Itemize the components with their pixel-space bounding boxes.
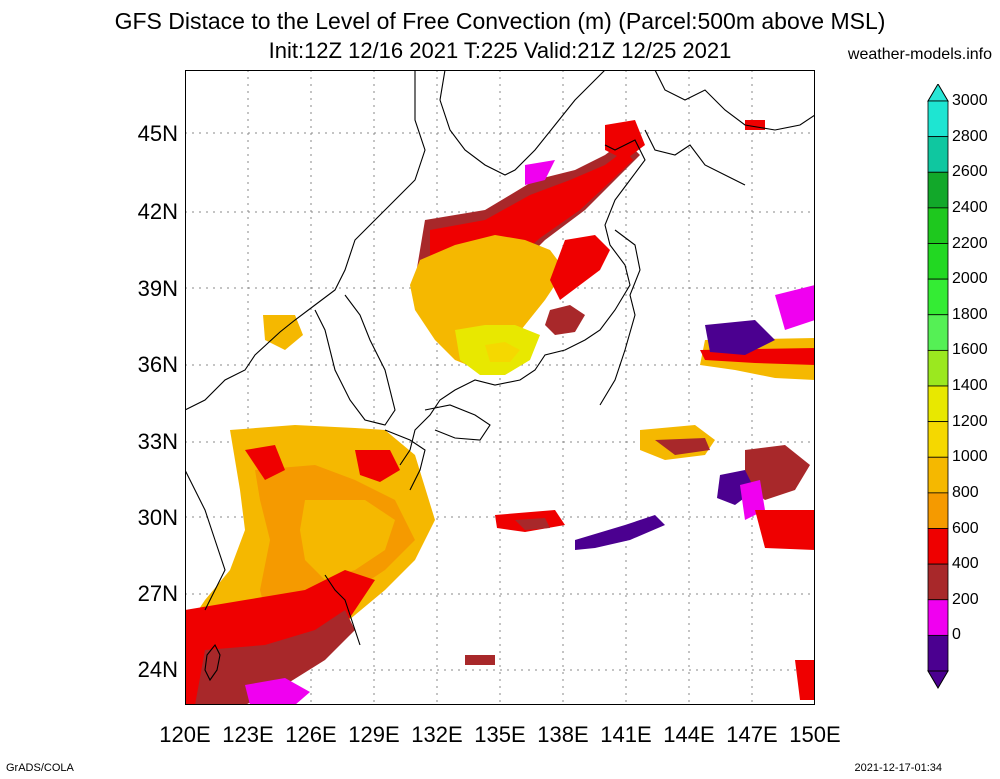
lon-label-123e: 123E <box>222 722 274 747</box>
colorbar-cell <box>927 599 949 636</box>
site-credit: weather-models.info <box>847 46 992 63</box>
colorbar-cell <box>927 243 949 280</box>
colorbar-label: 2200 <box>952 234 988 252</box>
colorbar-cell <box>927 528 949 565</box>
colorbar-label: 1000 <box>952 448 988 466</box>
lat-label-45n: 45N <box>137 121 178 146</box>
colorbar-cell <box>927 456 949 494</box>
colorbar-top-arrow <box>927 84 949 102</box>
colorbar-cell <box>927 492 949 529</box>
colorbar-cell <box>927 100 949 138</box>
lat-label-24n: 24N <box>137 657 178 682</box>
colorbar-cell <box>927 207 949 244</box>
colorbar-cell <box>927 385 949 423</box>
footer-software: GrADS/COLA <box>6 762 74 774</box>
lon-label-147e: 147E <box>726 722 778 747</box>
colorbar-label: 200 <box>952 590 979 608</box>
map-plot <box>185 70 815 705</box>
colorbar-label: 1400 <box>952 377 988 394</box>
colorbar-label: 2800 <box>952 127 988 145</box>
lon-label-135e: 135E <box>474 722 526 747</box>
colorbar-cell <box>927 563 949 601</box>
lat-label-27n: 27N <box>137 581 178 606</box>
map-title-line1: GFS Distace to the Level of Free Convect… <box>114 8 886 34</box>
colorbar-cell <box>927 136 949 173</box>
lat-label-33n: 33N <box>137 429 178 454</box>
footer-timestamp: 2021-12-17-01:34 <box>854 762 942 774</box>
colorbar-label: 600 <box>952 519 979 537</box>
colorbar-label: 0 <box>952 626 961 644</box>
lon-label-120e: 120E <box>159 722 211 747</box>
map-frame <box>185 70 815 705</box>
colorbar-cell <box>927 171 949 209</box>
colorbar-bottom-arrow <box>927 670 949 689</box>
colorbar <box>927 84 949 689</box>
lon-label-138e: 138E <box>537 722 589 747</box>
colorbar-cell <box>927 634 949 672</box>
map-title-line2: Init:12Z 12/16 2021 T:225 Valid:21Z 12/2… <box>268 38 732 63</box>
colorbar-cell <box>927 421 949 458</box>
colorbar-cell <box>927 314 949 351</box>
colorbar-cell <box>927 278 949 316</box>
lon-label-129e: 129E <box>348 722 400 747</box>
lat-label-39n: 39N <box>137 276 178 301</box>
lat-label-30n: 30N <box>137 505 178 530</box>
lat-label-36n: 36N <box>137 352 178 377</box>
colorbar-label: 2000 <box>952 270 988 288</box>
colorbar-label: 2400 <box>952 198 988 216</box>
lon-label-132e: 132E <box>411 722 463 747</box>
lon-label-141e: 141E <box>600 722 652 747</box>
colorbar-label: 2600 <box>952 163 988 181</box>
colorbar-label: 1200 <box>952 412 988 430</box>
colorbar-label: 1600 <box>952 341 988 359</box>
colorbar-label: 400 <box>952 555 979 573</box>
lon-label-144e: 144E <box>663 722 715 747</box>
lat-label-42n: 42N <box>137 199 178 224</box>
colorbar-label: 800 <box>952 483 979 501</box>
colorbar-cell <box>927 349 949 387</box>
lon-label-126e: 126E <box>285 722 337 747</box>
colorbar-label: 3000 <box>952 92 988 109</box>
coastlines <box>185 70 815 682</box>
colorbar-label: 1800 <box>952 305 988 323</box>
lon-label-150e: 150E <box>789 722 841 747</box>
lfc-distance-field <box>185 120 815 705</box>
